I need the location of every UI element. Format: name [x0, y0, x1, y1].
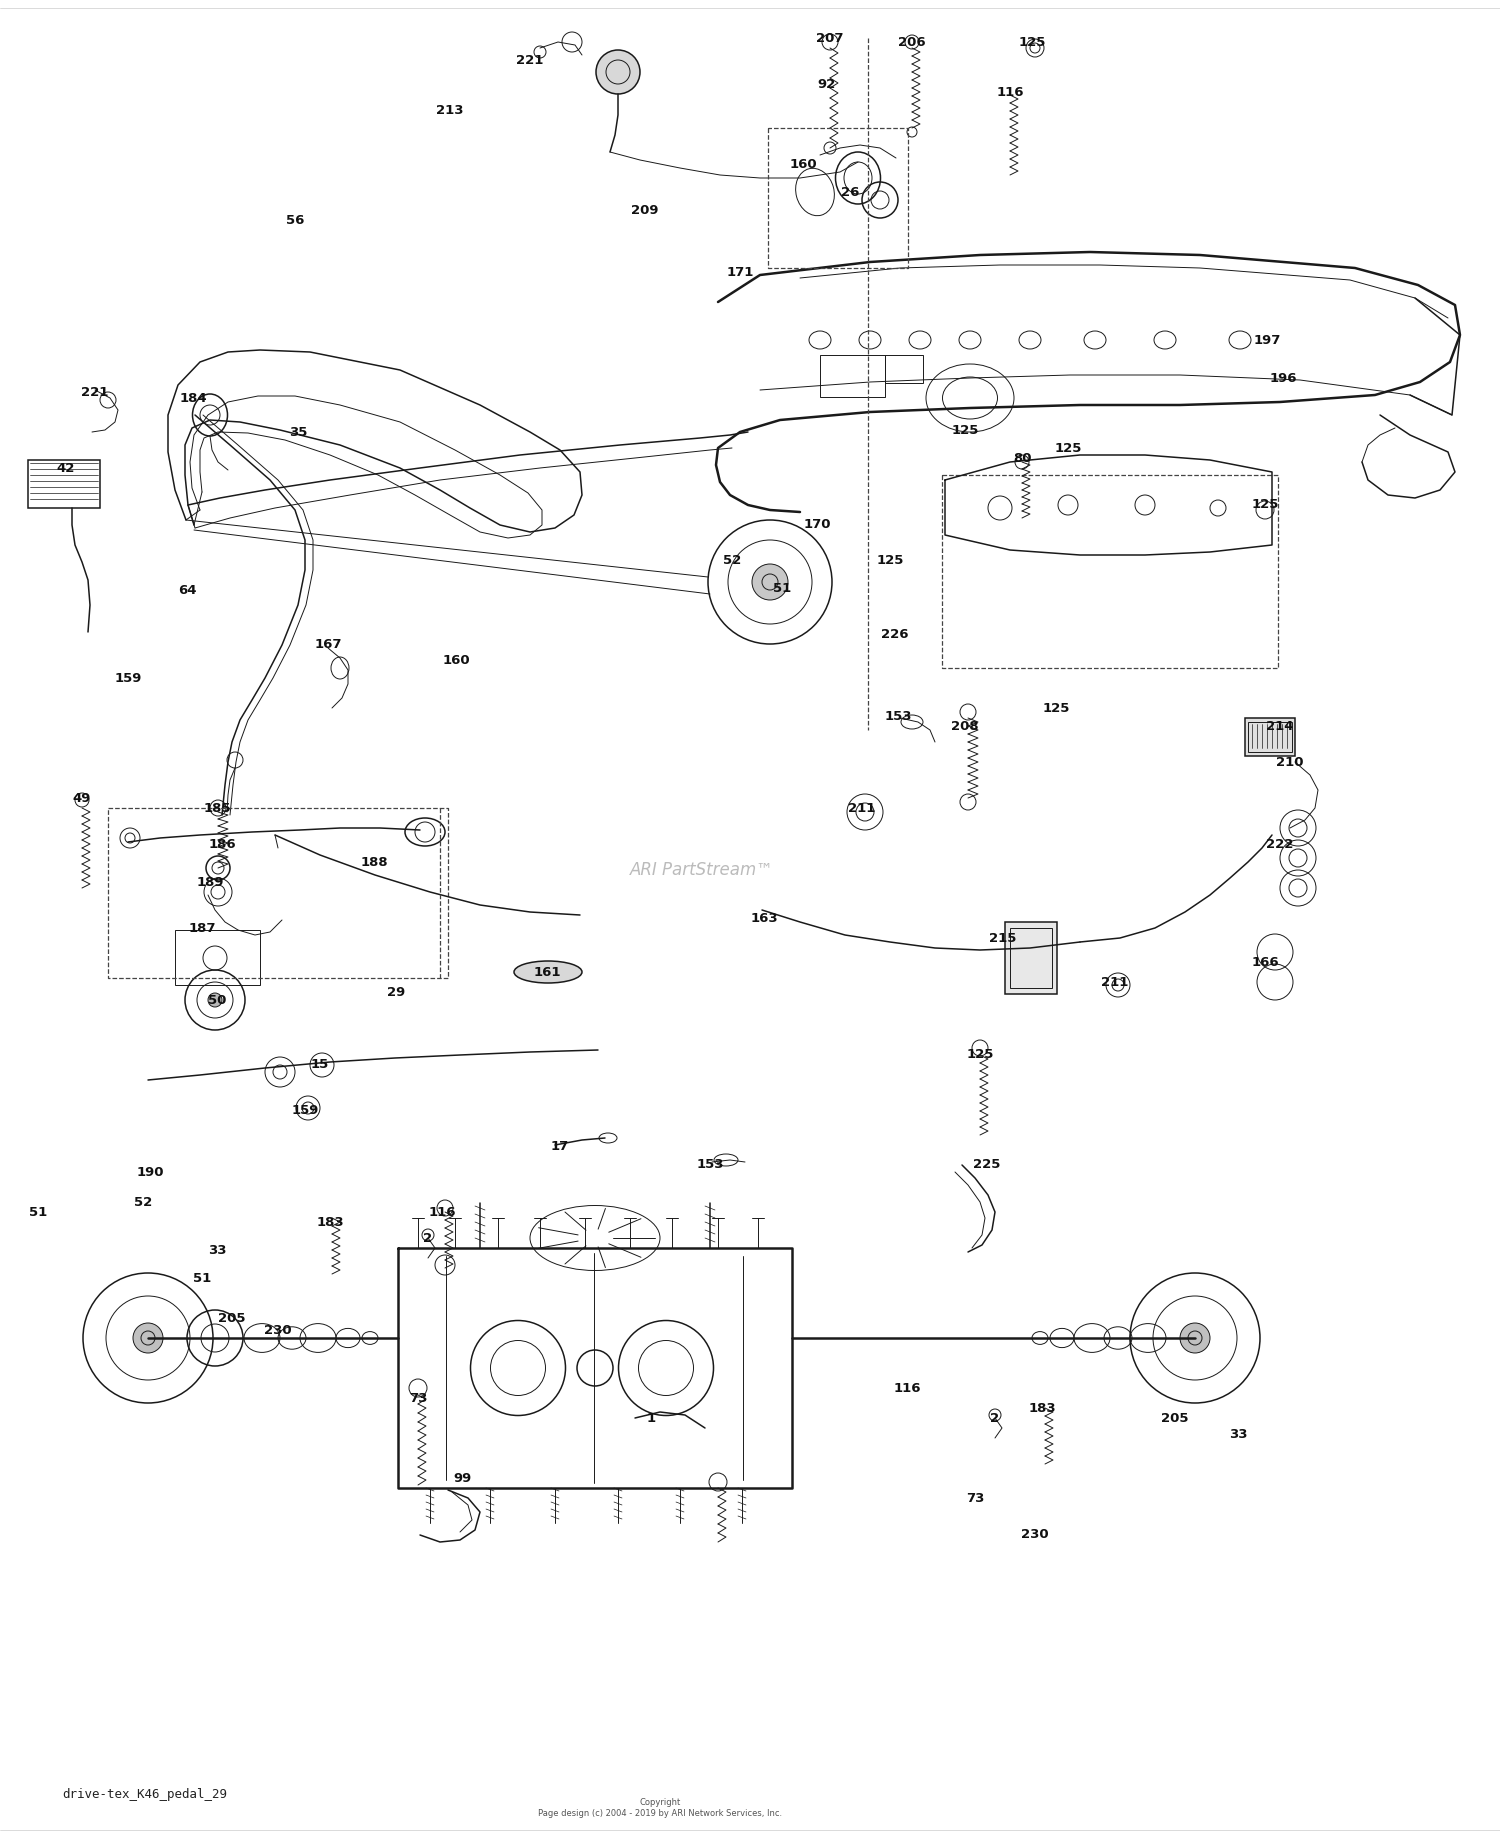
Text: 226: 226 — [882, 629, 909, 641]
Circle shape — [209, 993, 222, 1007]
Text: 92: 92 — [818, 79, 836, 92]
Text: 161: 161 — [534, 965, 561, 978]
Text: 99: 99 — [453, 1472, 471, 1485]
Text: 213: 213 — [436, 103, 463, 116]
Text: 80: 80 — [1013, 452, 1032, 465]
Text: 208: 208 — [951, 720, 980, 733]
Text: 211: 211 — [849, 801, 876, 814]
Bar — [885, 355, 922, 382]
Bar — [1010, 928, 1052, 989]
Text: 29: 29 — [387, 985, 405, 998]
Text: 125: 125 — [876, 553, 903, 566]
Text: 205: 205 — [1161, 1412, 1188, 1424]
Text: 190: 190 — [136, 1165, 164, 1178]
Text: 51: 51 — [194, 1272, 211, 1285]
Text: 215: 215 — [990, 932, 1017, 945]
Text: 205: 205 — [219, 1312, 246, 1325]
Text: 166: 166 — [1251, 956, 1280, 969]
Text: 171: 171 — [726, 265, 753, 279]
Text: 159: 159 — [114, 671, 141, 684]
Text: 211: 211 — [1101, 976, 1128, 989]
Text: 125: 125 — [951, 423, 978, 436]
Text: 209: 209 — [632, 204, 658, 217]
Text: 163: 163 — [750, 912, 778, 925]
Text: 51: 51 — [28, 1206, 46, 1219]
Circle shape — [134, 1323, 164, 1353]
Bar — [176, 930, 260, 985]
Bar — [28, 460, 100, 507]
Text: 73: 73 — [966, 1491, 984, 1505]
Text: ARI PartStream™: ARI PartStream™ — [630, 860, 774, 879]
Text: 116: 116 — [894, 1382, 921, 1395]
Text: 116: 116 — [996, 86, 1023, 99]
Text: 221: 221 — [516, 53, 543, 66]
Text: 183: 183 — [1028, 1402, 1056, 1415]
Text: 160: 160 — [442, 654, 470, 667]
Text: 1: 1 — [646, 1412, 656, 1424]
Text: 187: 187 — [189, 921, 216, 934]
Ellipse shape — [514, 961, 582, 983]
Text: 52: 52 — [723, 553, 741, 566]
Circle shape — [752, 564, 788, 599]
Text: 159: 159 — [291, 1103, 318, 1116]
Text: 183: 183 — [316, 1215, 344, 1228]
Text: 160: 160 — [789, 158, 818, 171]
Text: 125: 125 — [1251, 498, 1278, 511]
Text: 125: 125 — [1019, 35, 1046, 48]
Text: 73: 73 — [410, 1391, 428, 1404]
Text: 206: 206 — [898, 35, 926, 48]
Bar — [1248, 722, 1292, 752]
Text: 230: 230 — [264, 1323, 292, 1336]
Text: 56: 56 — [286, 213, 304, 226]
Text: 222: 222 — [1266, 838, 1293, 851]
Text: 15: 15 — [310, 1059, 328, 1072]
Bar — [821, 355, 885, 397]
Text: 26: 26 — [842, 186, 860, 199]
Text: 230: 230 — [1022, 1529, 1048, 1542]
Text: 35: 35 — [290, 426, 308, 439]
Text: 64: 64 — [177, 583, 197, 597]
Bar — [1005, 923, 1058, 994]
Text: Copyright
Page design (c) 2004 - 2019 by ARI Network Services, Inc.: Copyright Page design (c) 2004 - 2019 by… — [538, 1798, 782, 1818]
Text: 189: 189 — [196, 875, 223, 888]
Text: 125: 125 — [1042, 702, 1070, 715]
Text: 214: 214 — [1266, 719, 1293, 733]
Text: 185: 185 — [204, 801, 231, 814]
Text: 196: 196 — [1269, 371, 1296, 384]
Text: 125: 125 — [966, 1048, 993, 1062]
Text: 221: 221 — [81, 386, 108, 399]
Text: 207: 207 — [816, 31, 843, 44]
Text: 2: 2 — [423, 1231, 432, 1244]
Text: 116: 116 — [429, 1206, 456, 1219]
Bar — [1245, 719, 1294, 755]
Circle shape — [596, 50, 640, 94]
Text: 170: 170 — [804, 518, 831, 531]
Text: 17: 17 — [550, 1141, 568, 1154]
Circle shape — [1180, 1323, 1210, 1353]
Text: 197: 197 — [1254, 333, 1281, 347]
Text: 125: 125 — [1054, 441, 1082, 454]
Text: 186: 186 — [209, 838, 236, 851]
Text: 33: 33 — [1228, 1428, 1248, 1441]
Text: 51: 51 — [772, 581, 790, 594]
Text: 184: 184 — [178, 391, 207, 404]
Text: 167: 167 — [315, 638, 342, 651]
Text: drive-tex_K46_pedal_29: drive-tex_K46_pedal_29 — [62, 1788, 226, 1801]
Text: 153: 153 — [696, 1158, 723, 1171]
Text: 153: 153 — [885, 711, 912, 724]
Text: 50: 50 — [209, 994, 226, 1007]
Text: 2: 2 — [990, 1412, 999, 1424]
Text: 188: 188 — [360, 855, 388, 869]
Text: 49: 49 — [74, 792, 92, 805]
Text: 42: 42 — [57, 461, 75, 474]
Text: 225: 225 — [974, 1158, 1000, 1171]
Text: 33: 33 — [207, 1244, 226, 1257]
Text: 52: 52 — [134, 1195, 152, 1209]
Text: 210: 210 — [1276, 755, 1304, 768]
